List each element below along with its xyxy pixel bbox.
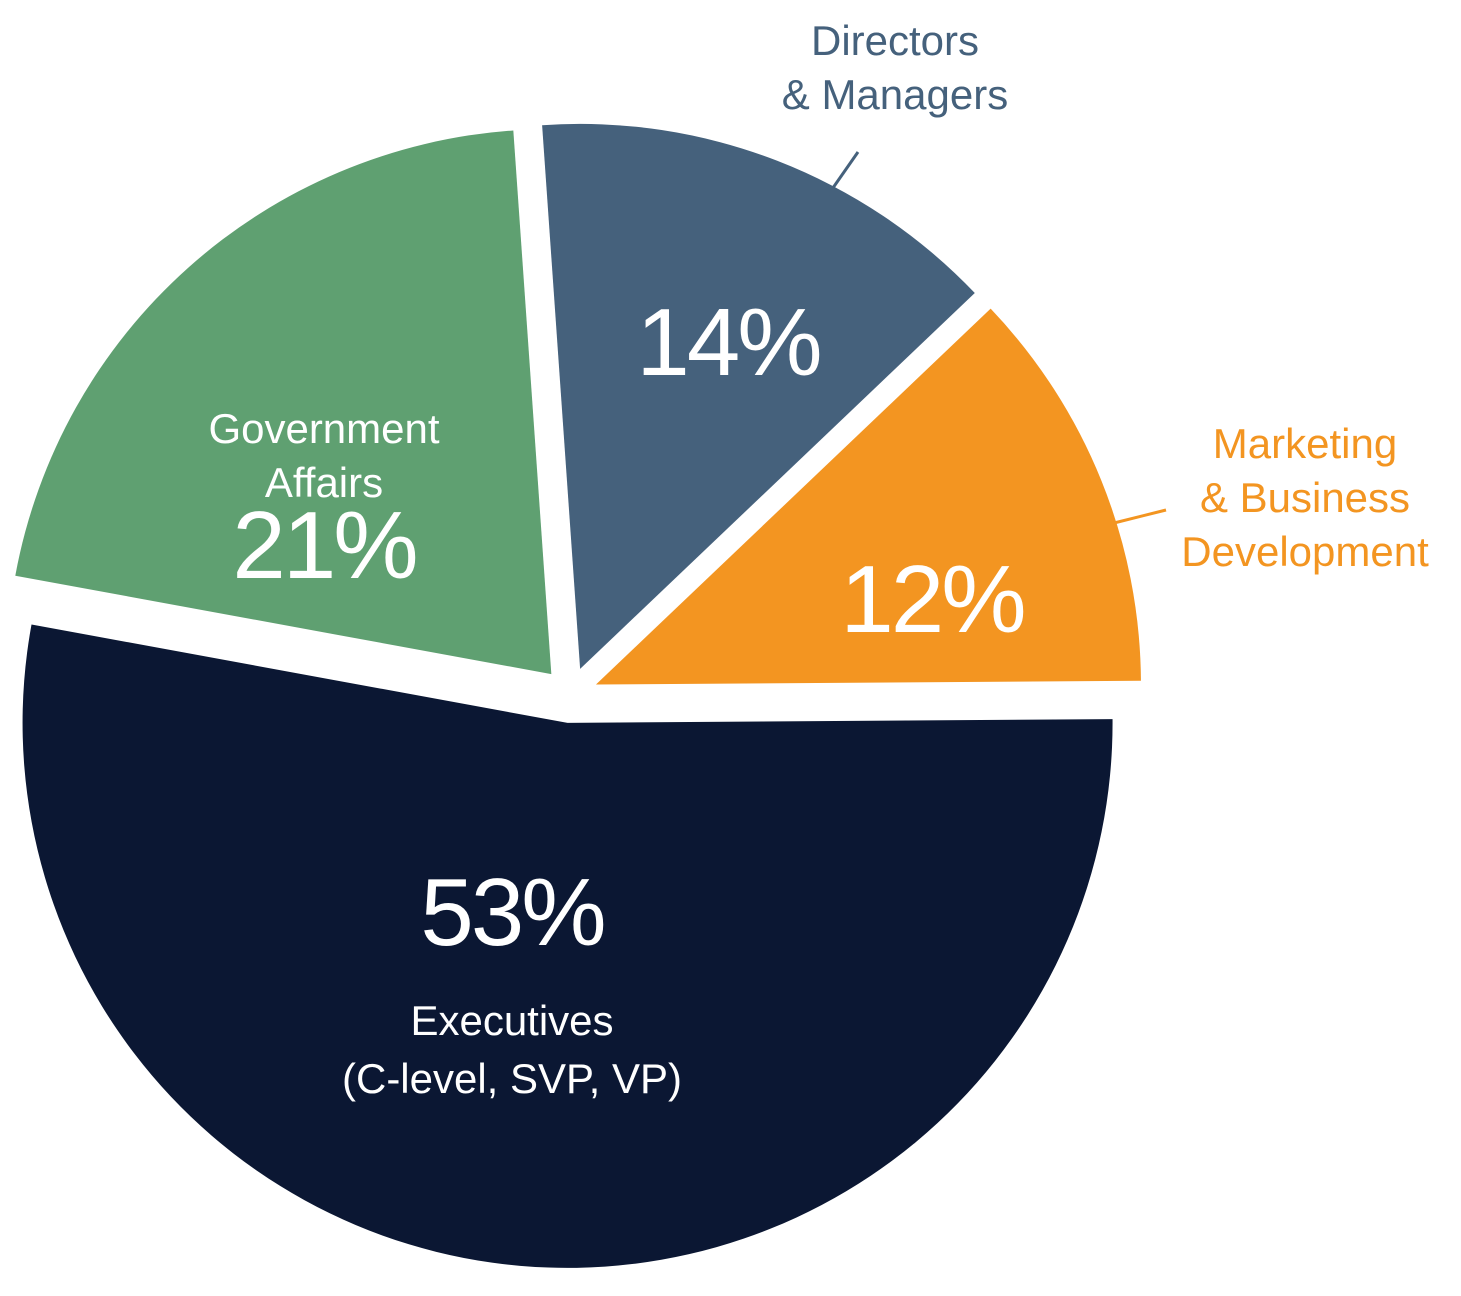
slice-category-label-4-line-1: Government [208, 405, 439, 452]
slice-category-label-2-line-1: Marketing [1213, 420, 1397, 467]
slice-value-label-2: 12% [840, 546, 1023, 653]
pie-slice-3 [22, 624, 1113, 1268]
leader-line-2 [1109, 508, 1167, 526]
leader-line-1 [826, 151, 860, 196]
slice-category-label-2-line-3: Development [1181, 528, 1429, 575]
slice-value-label-1: 14% [636, 289, 819, 396]
slice-category-label-2-line-2: & Business [1200, 474, 1410, 521]
slice-category-label-1-line-2: & Managers [782, 71, 1008, 118]
pie-slice-1 [542, 123, 975, 669]
slice-value-label-3: 53% [420, 859, 603, 966]
pie-slice-4 [15, 130, 552, 675]
slice-category-label-4-line-2: Affairs [265, 459, 383, 506]
slice-category-label-1-line-1: Directors [811, 17, 979, 64]
slice-category-label-3-line-1: Executives [410, 997, 613, 1044]
slice-value-label-4: 21% [232, 492, 415, 599]
pie-slice-2 [595, 308, 1141, 685]
slice-category-label-3-line-2: (C-level, SVP, VP) [342, 1055, 682, 1102]
